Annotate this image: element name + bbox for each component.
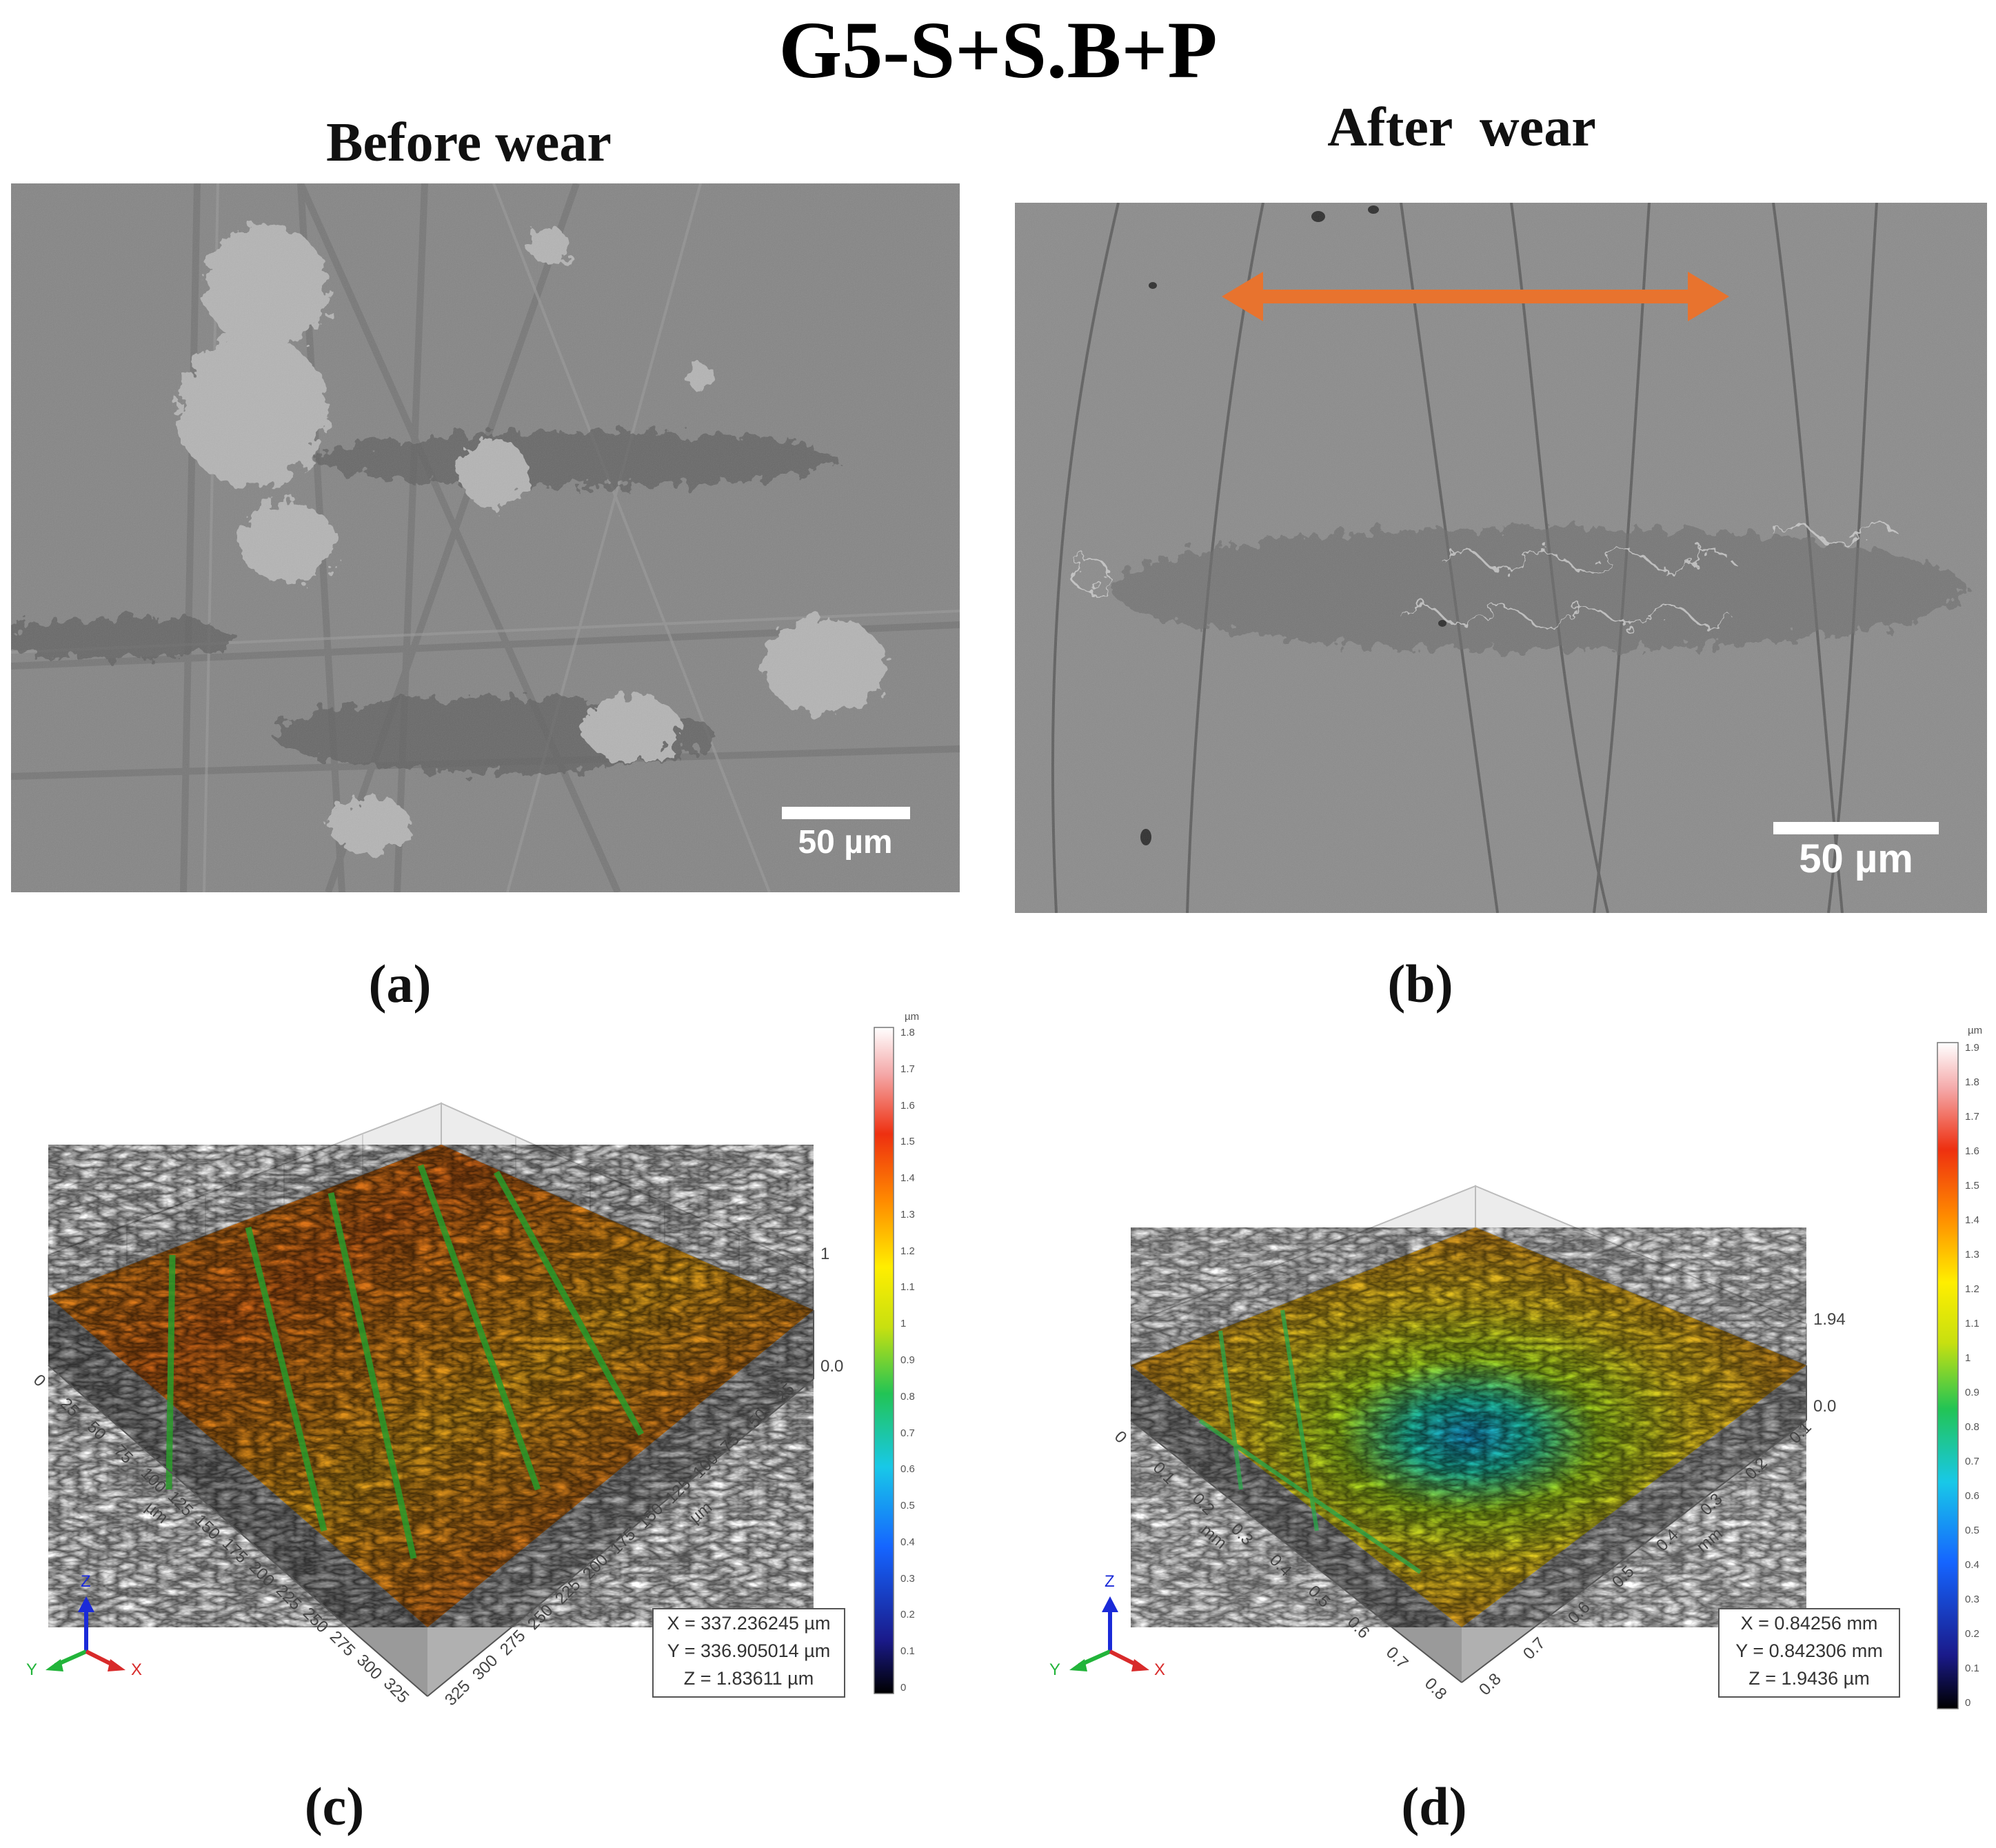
c-colorbar-tick: 1 — [900, 1318, 907, 1330]
c-colorbar-tick: 0.6 — [900, 1463, 915, 1476]
d-colorbar-tick: 1.7 — [1965, 1111, 1979, 1123]
c-colorbar-tick: 0.2 — [900, 1609, 915, 1621]
c-colorbar-tick: 0.1 — [900, 1645, 915, 1658]
d-colorbar-tick: 0.3 — [1965, 1594, 1979, 1605]
triad-x-label-c: X — [131, 1660, 143, 1679]
sliding-direction-arrow — [1222, 272, 1729, 321]
scale-bar-label-a: 50 µm — [798, 824, 893, 861]
c-colorbar-tick: 1.8 — [900, 1027, 915, 1038]
d-colorbar-tick: 1.4 — [1965, 1214, 1979, 1226]
z-max-label-d: 1.94 — [1813, 1310, 1846, 1329]
colorbar-ticks-c: 1.8 1.7 1.6 1.5 1.4 1.3 1.2 1.1 1 0.9 0.8 0.7 0.6 0.5… — [898, 1027, 939, 1694]
z-max-label-c: 1 — [820, 1245, 830, 1263]
c-colorbar-tick: 0.9 — [900, 1354, 915, 1366]
d-colorbar-tick: 1.2 — [1965, 1283, 1979, 1295]
scale-bar-label-b: 50 µm — [1799, 836, 1913, 881]
c-colorbar-tick: 0.4 — [900, 1536, 915, 1548]
coord-x-d: X = 0.84256 mm — [1740, 1613, 1878, 1634]
d-colorbar-tick: 0.5 — [1965, 1525, 1979, 1536]
c-colorbar-tick: 0.3 — [900, 1572, 915, 1585]
c-colorbar-tick: 1.7 — [900, 1063, 915, 1075]
c-colorbar-tick: 0.8 — [900, 1390, 915, 1403]
triad-z-label-d: Z — [1105, 1572, 1115, 1591]
figure-title: G5-S+S.B+P — [778, 5, 1218, 95]
c-colorbar-tick: 1.5 — [900, 1136, 915, 1148]
colorbar-unit-c: µm — [905, 1011, 920, 1023]
triad-y-label-d: Y — [1049, 1660, 1061, 1679]
c-colorbar-tick: 1.2 — [900, 1245, 915, 1257]
c-colorbar-tick: 1.3 — [900, 1208, 915, 1221]
d-colorbar-tick: 0.9 — [1965, 1387, 1979, 1398]
surface-profile-c: 1 0.0 µm µm 0 25 50 75 100 125 150 175 200 225 250… — [0, 1007, 979, 1724]
d-colorbar-tick: 0.4 — [1965, 1559, 1979, 1571]
surface-profile-d: 1.94 0.0 mm mm 0 0.1 0.2 0.3 0.4 0.5 0.6 0.7 0.8… — [993, 1007, 1986, 1724]
coord-y-d: Y = 0.842306 mm — [1735, 1640, 1883, 1661]
d-colorbar-tick: 1.5 — [1965, 1180, 1979, 1192]
coord-z-c: Z = 1.83611 µm — [683, 1668, 814, 1689]
axis-triad-c — [46, 1596, 125, 1671]
panel-label-c: (c) — [304, 1776, 365, 1836]
c-colorbar-tick: 1.4 — [900, 1172, 915, 1185]
d-colorbar-tick: 1.9 — [1965, 1042, 1979, 1054]
d-colorbar-tick: 0.2 — [1965, 1628, 1979, 1640]
d-colorbar-tick: 0 — [1965, 1697, 1971, 1709]
panel-label-b: (b) — [1387, 954, 1453, 1014]
axis-triad-d — [1069, 1596, 1149, 1671]
coord-y-c: Y = 336.905014 µm — [667, 1640, 831, 1661]
coordinates-box-c: X = 337.236245 µm Y = 336.905014 µm Z = … — [652, 1608, 845, 1698]
d-colorbar-tick: 1.6 — [1965, 1145, 1979, 1157]
triad-z-label-c: Z — [81, 1572, 91, 1591]
c-colorbar-tick: 1.1 — [900, 1281, 915, 1294]
d-colorbar-tick: 1.1 — [1965, 1318, 1979, 1329]
d-colorbar-tick: 0.6 — [1965, 1490, 1979, 1502]
before-wear-heading: Before wear — [326, 112, 612, 173]
d-colorbar-tick: 0.7 — [1965, 1456, 1979, 1467]
coord-z-d: Z = 1.9436 µm — [1748, 1668, 1870, 1689]
z-min-label-c: 0.0 — [820, 1357, 844, 1376]
triad-x-label-d: X — [1154, 1660, 1166, 1679]
d-colorbar-tick: 0.1 — [1965, 1663, 1979, 1674]
d-colorbar-tick: 0.8 — [1965, 1421, 1979, 1433]
colorbar-ticks-d: 1.9 1.8 1.7 1.6 1.5 1.4 1.3 1.2 1.1 1 0.9 0.8 0.7 0.6… — [1962, 1043, 1986, 1709]
c-colorbar-tick: 0.5 — [900, 1500, 915, 1512]
c-colorbar-tick: 0.7 — [900, 1427, 915, 1439]
d-colorbar-tick: 1.3 — [1965, 1249, 1979, 1261]
z-min-label-d: 0.0 — [1813, 1397, 1837, 1416]
sem-image-after-wear: 50 µm — [1015, 203, 1987, 913]
c-colorbar-tick: 0 — [900, 1682, 907, 1694]
panel-label-a: (a) — [368, 954, 432, 1014]
panel-label-d: (d) — [1401, 1776, 1467, 1836]
d-colorbar-tick: 1 — [1965, 1352, 1971, 1364]
d-colorbar-tick: 1.8 — [1965, 1076, 1979, 1088]
sem-image-before-wear: 50 µm — [11, 183, 960, 892]
c-colorbar-tick: 1.6 — [900, 1099, 915, 1112]
coordinates-box-d: X = 0.84256 mm Y = 0.842306 mm Z = 1.943… — [1718, 1608, 1900, 1698]
coord-x-c: X = 337.236245 µm — [667, 1613, 831, 1634]
after-wear-heading: After wear — [1327, 97, 1596, 158]
triad-y-label-c: Y — [26, 1660, 38, 1679]
colorbar-unit-d: µm — [1968, 1025, 1983, 1036]
